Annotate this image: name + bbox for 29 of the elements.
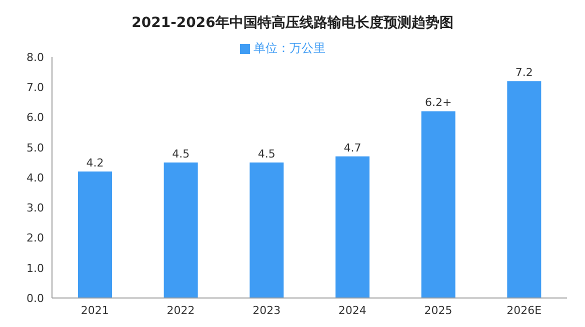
x-tick-label: 2024 xyxy=(338,304,366,317)
chart-title: 2021-2026年中国特高压线路输电长度预测趋势图 xyxy=(130,14,454,32)
data-label: 7.2 xyxy=(515,66,533,80)
bar xyxy=(421,111,456,298)
x-tick-label: 2023 xyxy=(252,304,281,317)
data-label: 4.5 xyxy=(258,147,276,160)
data-label: 4.2 xyxy=(86,156,104,170)
x-tick-label: 2022 xyxy=(166,304,195,317)
bar xyxy=(164,162,198,298)
x-tick-label: 2025 xyxy=(424,304,452,317)
y-tick-label: 1.0 xyxy=(26,262,44,275)
y-tick-label: 7.0 xyxy=(26,81,44,94)
bar xyxy=(336,156,370,298)
x-tick-label: 2026E xyxy=(506,304,542,317)
data-label: 4.7 xyxy=(344,141,362,154)
y-tick-label: 8.0 xyxy=(26,50,44,64)
y-tick-label: 2.0 xyxy=(26,232,44,245)
x-tick-label: 2021 xyxy=(80,304,109,317)
data-label: 6.2+ xyxy=(424,96,452,110)
y-tick-label: 3.0 xyxy=(26,202,44,215)
bar xyxy=(507,81,542,298)
y-tick-label: 5.0 xyxy=(26,141,44,154)
y-tick-label: 6.0 xyxy=(26,111,44,124)
bar xyxy=(250,162,284,298)
y-tick-label: 4.0 xyxy=(26,171,44,184)
bar xyxy=(78,171,112,298)
y-tick-label: 0.0 xyxy=(26,292,44,305)
legend-label: 单位：万公里 xyxy=(254,41,326,55)
data-label: 4.5 xyxy=(172,147,190,160)
